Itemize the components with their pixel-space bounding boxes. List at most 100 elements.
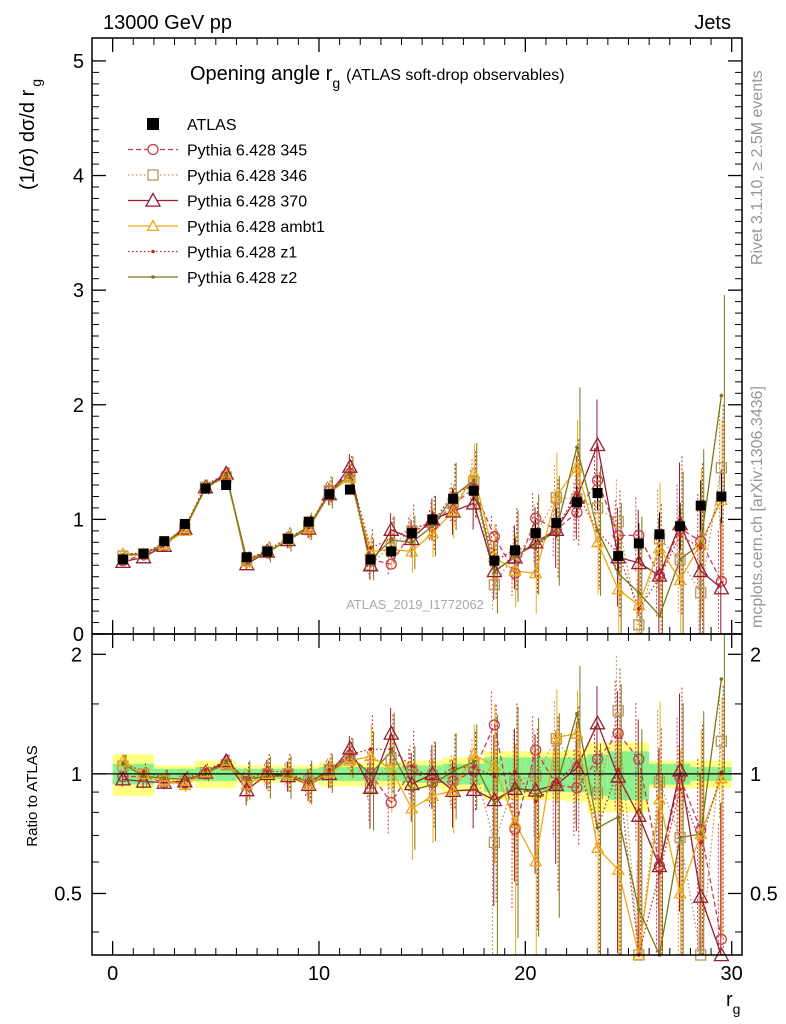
- ratio-marker: [303, 775, 315, 787]
- ratio-marker: [471, 765, 476, 769]
- ratio-marker: [506, 780, 524, 795]
- marker: [343, 471, 357, 484]
- ratio-marker: [430, 782, 435, 787]
- ratio-marker: [323, 764, 335, 776]
- marker: [715, 462, 728, 474]
- marker: [673, 573, 687, 586]
- marker: [590, 535, 605, 548]
- marker: [178, 524, 192, 536]
- ratio-marker: [694, 827, 708, 840]
- ratio-marker: [612, 705, 624, 717]
- x-tick-label: 10: [308, 963, 330, 985]
- ratio-y-tick-label: 1: [71, 764, 82, 786]
- legend-label: Pythia 6.428 z2: [187, 270, 297, 287]
- ratio-marker: [657, 871, 662, 875]
- ratio-marker: [652, 792, 667, 805]
- marker: [508, 564, 522, 577]
- atlas-point: [241, 552, 252, 563]
- ratio-marker: [157, 773, 171, 786]
- ratio-marker: [530, 770, 542, 782]
- atlas-point: [324, 489, 335, 500]
- ratio-marker: [471, 760, 476, 764]
- ratio-marker: [554, 781, 559, 785]
- ratio-marker: [430, 777, 435, 781]
- legend-label: Pythia 6.428 370: [187, 194, 307, 211]
- analysis-watermark: ATLAS_2019_I1772062: [346, 597, 484, 612]
- ratio-marker: [653, 776, 666, 788]
- marker: [430, 524, 435, 529]
- marker: [652, 541, 667, 554]
- x-tick-label: 20: [514, 963, 536, 985]
- marker: [692, 562, 709, 578]
- ratio-marker: [445, 782, 462, 798]
- atlas-point: [117, 554, 128, 565]
- ratio-marker: [203, 768, 208, 772]
- marker: [425, 526, 440, 539]
- legend-label: Pythia 6.428 z1: [187, 245, 297, 262]
- axis-frame: [91, 633, 743, 956]
- marker: [486, 562, 503, 578]
- ratio-marker: [176, 772, 193, 788]
- ratio-marker: [674, 771, 686, 784]
- ratio-marker: [141, 769, 146, 774]
- xlabel-main: r: [726, 989, 733, 1011]
- marker: [492, 570, 497, 574]
- ratio-marker: [637, 907, 641, 912]
- ratio-marker: [327, 767, 332, 772]
- marker: [674, 553, 686, 566]
- ratio-marker: [363, 749, 378, 762]
- ratio-marker: [178, 778, 192, 791]
- legend-marker: [147, 143, 159, 156]
- ratio-marker: [548, 776, 565, 792]
- atlas-point: [283, 533, 294, 544]
- ratio-marker: [446, 783, 460, 796]
- ratio-marker: [265, 774, 270, 779]
- atlas-point: [675, 521, 686, 532]
- ratio-marker: [678, 835, 682, 840]
- marker: [218, 465, 235, 480]
- marker: [533, 546, 538, 550]
- series-line-3: [122, 442, 722, 589]
- legend: ATLAS Pythia 6.428 345 Pythia 6.428 346 Pyt…: [128, 117, 325, 287]
- atlas-point: [530, 528, 541, 539]
- legend-label: Pythia 6.428 ambt1: [187, 219, 325, 236]
- atlas-point: [448, 493, 459, 504]
- marker: [698, 541, 703, 546]
- atlas-point: [200, 483, 211, 494]
- marker: [589, 436, 606, 452]
- legend-marker: [147, 169, 159, 181]
- atlas-point: [386, 546, 397, 557]
- ratio-marker: [488, 719, 501, 731]
- marker: [383, 521, 400, 536]
- ratio-y-tick-label: 2: [71, 644, 82, 666]
- legend-label: ATLAS: [187, 117, 237, 134]
- marker: [678, 557, 682, 562]
- ratio-marker: [348, 755, 352, 759]
- ratio-marker: [197, 764, 214, 779]
- marker: [715, 575, 728, 587]
- marker: [300, 520, 317, 535]
- ratio-marker: [286, 774, 290, 778]
- atlas-point: [262, 546, 273, 557]
- svg-text:Opening angle rg(ATLAS soft-dr: Opening angle rg (ATLAS soft-drop observa…: [190, 63, 565, 91]
- ratio-marker: [343, 753, 357, 766]
- ratio-marker: [198, 765, 213, 778]
- atlas-point: [303, 516, 314, 527]
- atlas-point: [633, 538, 644, 549]
- atlas-point: [427, 514, 438, 525]
- ratio-marker: [135, 773, 152, 788]
- ratio-marker: [692, 888, 709, 903]
- marker: [719, 393, 724, 398]
- ratio-panel: 0 10 20 30 0.5 0.5 1 1 2 2 Ratio to ATLAS rg: [24, 633, 778, 1017]
- marker: [637, 590, 641, 595]
- ratio-marker: [549, 730, 563, 743]
- main-series-markers: [114, 393, 730, 631]
- marker: [488, 530, 501, 543]
- ratio-marker: [487, 759, 501, 772]
- ratio-marker: [368, 747, 373, 752]
- ratio-marker: [673, 886, 687, 899]
- ratio-marker: [508, 815, 522, 828]
- marker: [550, 491, 562, 504]
- marker: [533, 542, 538, 547]
- marker: [348, 472, 352, 477]
